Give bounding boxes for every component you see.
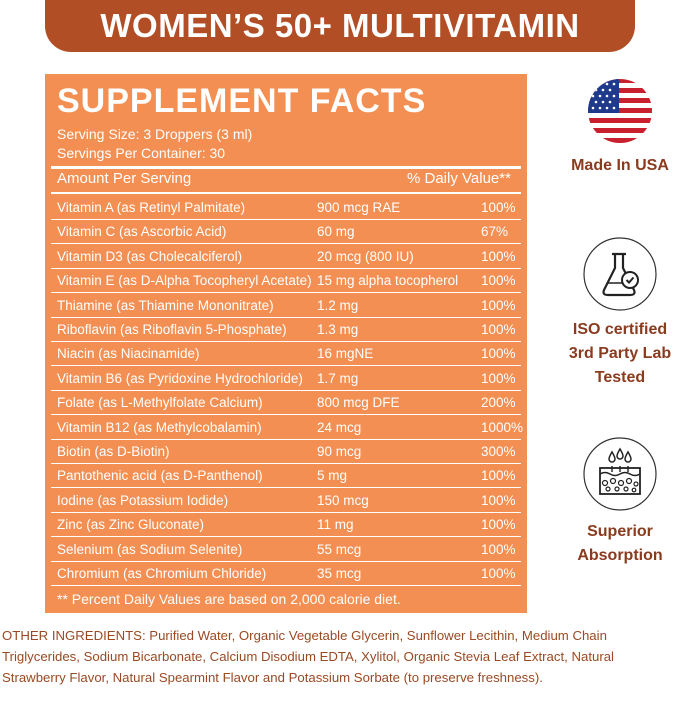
nutrient-amount: 1.7 mg — [317, 370, 359, 386]
nutrient-name: Folate (as L-Methylfolate Calcium) — [57, 395, 263, 411]
servings-per-container: Servings Per Container: 30 — [57, 145, 226, 161]
nutrient-amount: 1.3 mg — [317, 322, 359, 337]
other-ingredients: OTHER INGREDIENTS: Purified Water, Organ… — [2, 628, 614, 685]
nutrient-name: Vitamin B12 (as Methylcobalamin) — [57, 419, 262, 435]
lab-label-3: Tested — [594, 369, 646, 386]
nutrient-daily-value: 100% — [481, 273, 516, 289]
nutrient-daily-value: 67% — [481, 224, 509, 240]
nutrient-row: Iodine (as Potassium Iodide) 150 mcg 100% — [51, 488, 521, 513]
nutrient-name: Iodine (as Potassium Iodide) — [57, 492, 229, 508]
nutrient-name: Vitamin C (as Ascorbic Acid) — [57, 224, 227, 240]
nutrient-amount: 150 mcg — [317, 492, 369, 508]
nutrient-row: Chromium (as Chromium Chloride) 35 mcg 100… — [51, 561, 521, 586]
product-title: WOMEN’S 50+ MULTIVITAMIN — [100, 7, 580, 44]
facts-header: SUPPLEMENT FACTS — [57, 82, 427, 120]
nutrient-name: Riboflavin (as Riboflavin 5-Phosphate) — [57, 322, 287, 337]
nutrient-daily-value: 100% — [481, 566, 516, 581]
nutrient-row: Thiamine (as Thiamine Mononitrate) 1.2 mg… — [51, 293, 521, 318]
absorption-badge: Superior Absorption — [560, 436, 679, 568]
lab-label-1: ISO certified — [572, 321, 668, 338]
nutrient-daily-value: 100% — [481, 248, 516, 264]
nutrient-amount: 800 mcg DFE — [317, 395, 400, 411]
nutrient-daily-value: 100% — [481, 200, 516, 215]
nutrient-row: Selenium (as Sodium Selenite) 55 mcg 100% — [51, 537, 521, 562]
nutrient-daily-value: 100% — [481, 517, 516, 533]
nutrient-row: Vitamin D3 (as Cholecalciferol) 20 mcg (8… — [51, 244, 521, 269]
nutrient-name: Vitamin B6 (as Pyridoxine Hydrochloride) — [57, 370, 303, 386]
divider-thick — [51, 166, 521, 169]
nutrient-daily-value: 200% — [481, 395, 516, 411]
col-amount-header: Amount Per Serving — [57, 170, 192, 187]
nutrient-amount: 900 mcg RAE — [317, 200, 401, 215]
nutrient-amount: 35 mcg — [317, 566, 362, 581]
nutrient-name: Thiamine (as Thiamine Mononitrate) — [57, 297, 274, 313]
nutrient-amount: 16 mgNE — [317, 346, 374, 362]
col-dv-header: % Daily Value** — [407, 170, 511, 187]
nutrient-row: Folate (as L-Methylfolate Calcium) 800 mc… — [51, 390, 521, 416]
nutrient-daily-value: 100% — [481, 541, 516, 557]
nutrient-amount: 5 mg — [317, 468, 348, 484]
nutrient-name: Niacin (as Niacinamide) — [57, 346, 200, 362]
nutrient-daily-value: 100% — [481, 370, 516, 386]
lab-tested-badge: ISO certified 3rd Party Lab Tested — [560, 236, 679, 390]
lab-label-2: 3rd Party Lab — [568, 345, 672, 362]
nutrient-name: Chromium (as Chromium Chloride) — [57, 566, 267, 581]
us-flag-icon — [588, 79, 652, 143]
nutrient-daily-value: 100% — [481, 322, 516, 337]
nutrient-amount: 11 mg — [317, 517, 354, 533]
nutrient-daily-value: 100% — [481, 346, 516, 362]
nutrient-name: Pantothenic acid (as D-Panthenol) — [57, 468, 263, 484]
nutrient-daily-value: 100% — [481, 297, 516, 313]
nutrient-daily-value: 300% — [481, 444, 516, 459]
title-banner: WOMEN’S 50+ MULTIVITAMIN — [45, 0, 635, 52]
nutrient-amount: 60 mg — [317, 224, 355, 240]
made-in-usa-badge: Made In USA — [560, 78, 679, 178]
nutrient-row: Biotin (as D-Biotin) 90 mcg 300% — [51, 439, 521, 464]
nutrient-name: Vitamin E (as D-Alpha Tocopheryl Acetate… — [57, 273, 312, 289]
absorption-label-2: Absorption — [577, 547, 663, 564]
nutrient-row: Zinc (as Zinc Gluconate) 11 mg 100% — [51, 512, 521, 538]
nutrient-name: Selenium (as Sodium Selenite) — [57, 541, 243, 557]
nutrient-row: Vitamin B6 (as Pyridoxine Hydrochloride)… — [51, 366, 521, 391]
nutrient-name: Vitamin A (as Retinyl Palmitate) — [57, 200, 246, 215]
nutrient-amount: 24 mcg — [317, 419, 362, 435]
nutrient-daily-value: 100% — [481, 468, 516, 484]
nutrient-row: Pantothenic acid (as D-Panthenol) 5 mg 100… — [51, 463, 521, 489]
nutrient-row: Vitamin B12 (as Methylcobalamin) 24 mcg 10… — [51, 415, 524, 440]
nutrient-row: Riboflavin (as Riboflavin 5-Phosphate) 1.… — [51, 317, 521, 342]
nutrient-name: Zinc (as Zinc Gluconate) — [57, 517, 205, 533]
nutrient-name: Biotin (as D-Biotin) — [57, 444, 170, 459]
skin-absorption-icon — [583, 437, 657, 511]
lab-flask-icon — [583, 237, 657, 311]
nutrient-row: Vitamin A (as Retinyl Palmitate) 900 mcg … — [51, 195, 521, 220]
nutrient-row: Niacin (as Niacinamide) 16 mgNE 100% — [51, 341, 521, 367]
divider-medium — [51, 192, 521, 194]
made-in-usa-label: Made In USA — [571, 157, 669, 174]
nutrient-daily-value: 100% — [481, 492, 516, 508]
nutrient-row: Vitamin C (as Ascorbic Acid) 60 mg 67% — [51, 219, 521, 245]
nutrient-amount: 15 mg alpha tocopherol — [317, 273, 459, 289]
nutrient-row: Vitamin E (as D-Alpha Tocopheryl Acetate… — [51, 268, 521, 294]
nutrient-amount: 1.2 mg — [317, 297, 359, 313]
footnote: ** Percent Daily Values are based on 2,0… — [57, 591, 401, 607]
absorption-label-1: Superior — [587, 523, 653, 540]
serving-size: Serving Size: 3 Droppers (3 ml) — [57, 126, 253, 142]
supplement-facts-panel: SUPPLEMENT FACTS Serving Size: 3 Dropper… — [44, 73, 528, 614]
nutrient-amount: 55 mcg — [317, 541, 362, 557]
nutrient-amount: 90 mcg — [317, 444, 362, 459]
nutrient-amount: 20 mcg (800 IU) — [317, 248, 414, 264]
nutrient-daily-value: 1000% — [481, 419, 524, 435]
nutrient-name: Vitamin D3 (as Cholecalciferol) — [57, 248, 243, 264]
